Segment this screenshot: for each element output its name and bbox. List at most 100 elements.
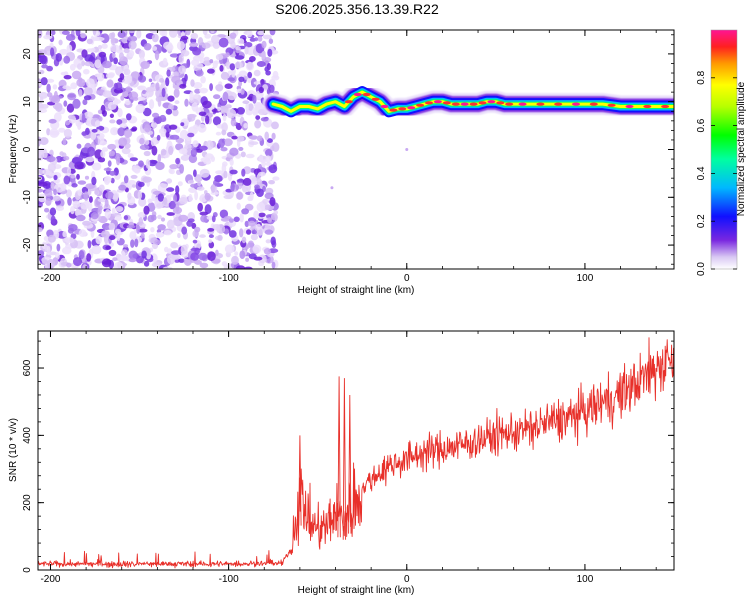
noise-blob <box>70 206 75 215</box>
noise-blob <box>84 175 90 180</box>
noise-blob <box>159 114 167 123</box>
noise-blob <box>220 147 228 152</box>
noise-blob <box>224 244 235 254</box>
noise-blob <box>46 78 55 83</box>
noise-blob <box>126 74 133 84</box>
noise-blob <box>258 254 267 264</box>
noise-blob <box>231 255 239 265</box>
noise-blob <box>46 128 51 136</box>
noise-blob <box>261 159 266 168</box>
noise-blob <box>236 178 245 183</box>
noise-blob <box>129 231 137 240</box>
noise-blob <box>205 115 210 125</box>
noise-blob <box>271 132 276 140</box>
noise-blob <box>168 145 174 156</box>
noise-blob <box>46 83 51 93</box>
noise-blob <box>160 148 167 156</box>
noise-blob <box>180 244 188 255</box>
noise-blob <box>175 202 180 213</box>
noise-blob <box>130 239 135 248</box>
noise-blob <box>63 128 72 138</box>
noise-blob <box>127 180 136 185</box>
noise-blob <box>107 96 115 102</box>
snr-spike <box>337 376 341 538</box>
noise-blob <box>179 164 185 174</box>
noise-blob <box>81 131 87 136</box>
noise-blob <box>47 92 53 98</box>
noise-region <box>38 30 409 269</box>
trace-peak <box>554 102 563 106</box>
snr-spike <box>298 435 302 526</box>
noise-blob <box>175 185 180 195</box>
noise-blob <box>208 239 213 244</box>
noise-blob <box>151 33 159 43</box>
noise-blob <box>71 70 82 80</box>
noise-blob <box>86 253 92 262</box>
noise-blob <box>142 90 146 95</box>
noise-blob <box>38 227 43 233</box>
noise-blob <box>245 257 250 262</box>
noise-blob <box>265 239 271 244</box>
noise-blob <box>78 229 87 237</box>
snr-x-ticks: -200 -100 0 100 <box>40 331 657 585</box>
noise-blob <box>129 157 138 162</box>
noise-blob <box>264 131 270 141</box>
noise-blob <box>171 254 181 260</box>
noise-blob <box>219 105 229 115</box>
noise-blob <box>46 65 53 72</box>
noise-blob <box>168 200 177 210</box>
noise-blob <box>145 159 151 169</box>
noise-blob <box>123 175 129 184</box>
noise-blob <box>69 63 76 71</box>
noise-blob <box>196 186 205 191</box>
noise-blob <box>156 134 161 141</box>
noise-blob <box>110 36 116 46</box>
noise-blob <box>165 77 170 87</box>
noise-blob <box>78 250 85 260</box>
snr-spike <box>342 378 347 540</box>
noise-blob <box>105 191 114 200</box>
noise-blob <box>256 223 261 230</box>
noise-blob <box>195 63 204 69</box>
noise-blob <box>270 236 276 246</box>
noise-blob <box>199 234 206 238</box>
noise-blob <box>194 88 201 94</box>
noise-blob <box>128 40 137 50</box>
noise-blob <box>140 232 145 239</box>
noise-blob <box>51 95 61 104</box>
noise-blob <box>203 56 210 62</box>
noise-blob <box>261 40 267 49</box>
noise-blob <box>117 108 123 118</box>
noise-blob <box>210 30 215 34</box>
noise-blob <box>195 69 204 77</box>
noise-blob <box>126 224 136 229</box>
noise-blob <box>179 129 189 140</box>
noise-blob <box>123 129 133 138</box>
noise-blob <box>223 194 233 200</box>
noise-blob <box>63 55 71 64</box>
noise-blob <box>115 66 124 76</box>
noise-blob <box>229 147 239 156</box>
colorbar-frame <box>710 29 738 270</box>
noise-blob <box>271 261 276 269</box>
noise-blob <box>86 78 95 88</box>
trace-peak <box>607 103 616 107</box>
noise-blob <box>233 216 240 223</box>
noise-blob <box>255 115 261 120</box>
noise-blob <box>154 50 160 61</box>
noise-blob <box>136 30 142 39</box>
noise-blob <box>251 229 257 235</box>
noise-blob <box>186 147 193 156</box>
noise-blob <box>60 71 69 76</box>
x-tick-label: -200 <box>40 574 60 585</box>
noise-blob <box>85 156 95 163</box>
noise-blob <box>254 119 262 129</box>
noise-blob <box>108 249 117 257</box>
noise-blob <box>244 220 249 228</box>
noise-blob <box>128 30 136 34</box>
noise-blob <box>110 44 120 53</box>
noise-blob <box>215 131 222 136</box>
noise-blob <box>102 90 112 98</box>
noise-blob <box>168 124 178 130</box>
noise-blob <box>158 128 167 135</box>
